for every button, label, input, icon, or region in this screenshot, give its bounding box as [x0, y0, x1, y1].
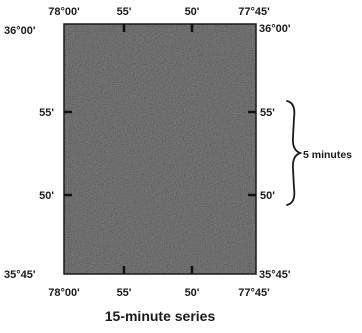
top-label-77-45: 77°45': [238, 6, 270, 18]
interval-label: 5 minutes: [303, 149, 352, 161]
left-label-35-45: 35°45': [4, 269, 36, 281]
bottom-longitude-labels: 78°00' 55' 50' 77°45': [48, 287, 270, 299]
top-label-55: 55': [117, 6, 132, 18]
left-label-36-00: 36°00': [4, 25, 36, 37]
bottom-label-77-45: 77°45': [238, 287, 270, 299]
right-label-50: 50': [260, 190, 275, 202]
left-label-55: 55': [39, 107, 54, 119]
left-latitude-labels: 36°00' 55' 50' 35°45': [4, 25, 54, 281]
quadrangle-area: [64, 24, 256, 274]
bottom-label-55: 55': [117, 287, 132, 299]
bottom-label-50: 50': [185, 287, 200, 299]
right-label-35-45: 35°45': [259, 269, 291, 281]
top-longitude-labels: 78°00' 55' 50' 77°45': [48, 6, 270, 18]
series-caption: 15-minute series: [104, 308, 216, 324]
right-latitude-labels: 36°00' 55' 50' 35°45': [259, 23, 291, 281]
right-label-55: 55': [260, 107, 275, 119]
right-label-36-00: 36°00': [259, 23, 291, 35]
quadrangle-frame: [63, 23, 257, 275]
tick-marks: [64, 24, 256, 274]
left-label-50: 50': [39, 190, 54, 202]
interval-brace: [286, 100, 303, 206]
top-label-50: 50': [185, 6, 200, 18]
bottom-label-78-00: 78°00': [48, 287, 80, 299]
top-label-78-00: 78°00': [48, 6, 80, 18]
